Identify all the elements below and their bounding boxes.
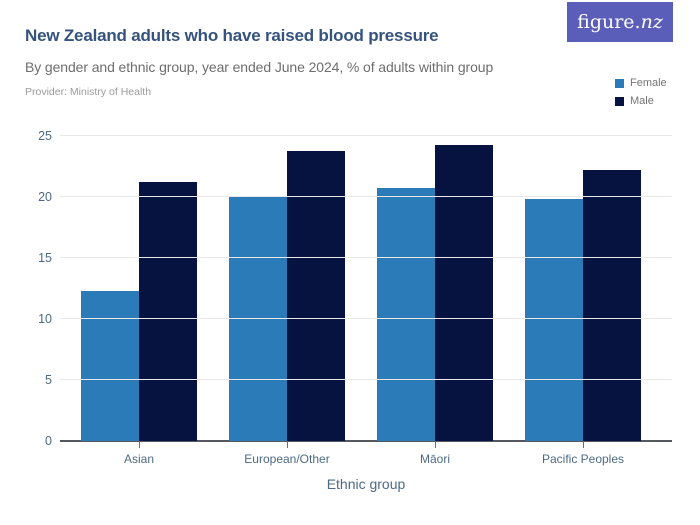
x-tick-mark-2 [435, 441, 436, 448]
bar-male-3 [583, 170, 641, 441]
legend-item-female: Female [615, 77, 667, 89]
gridline-y-20 [60, 196, 672, 197]
page-title: New Zealand adults who have raised blood… [25, 26, 439, 45]
legend-label-female: Female [630, 77, 667, 89]
bar-groups [65, 136, 657, 441]
bar-male-1 [287, 150, 345, 441]
y-tick-label-10: 10 [38, 312, 52, 326]
y-axis: 0 5 10 15 20 25 [0, 129, 52, 448]
bar-female-2 [377, 188, 435, 441]
gridline-y-5 [60, 379, 672, 380]
bar-group-1 [213, 136, 361, 441]
x-axis-line [60, 440, 672, 442]
gridline-y-15 [60, 257, 672, 258]
x-tick-label-1: European/Other [213, 441, 361, 466]
x-tick-label-3: Pacific Peoples [509, 441, 657, 466]
x-axis-title: Ethnic group [326, 476, 406, 492]
x-tick-label-0: Asian [65, 441, 213, 466]
legend-swatch-female [615, 78, 624, 88]
bar-male-0 [139, 182, 197, 441]
logo-text-prefix: figure. [577, 11, 641, 33]
x-tick-mark-1 [287, 441, 288, 448]
y-tick-label-5: 5 [45, 373, 52, 387]
logo-text-suffix: nz [640, 11, 663, 33]
bar-male-2 [435, 144, 493, 441]
bar-female-3 [525, 199, 583, 441]
gridline-y-25 [60, 135, 672, 136]
x-tick-label-2: Māori [361, 441, 509, 466]
provider-credit: Provider: Ministry of Health [25, 86, 152, 98]
y-tick-label-15: 15 [38, 251, 52, 265]
bar-group-3 [509, 136, 657, 441]
y-tick-label-25: 25 [38, 129, 52, 143]
y-tick-label-20: 20 [38, 190, 52, 204]
x-tick-mark-3 [583, 441, 584, 448]
bar-group-2 [361, 136, 509, 441]
bar-female-0 [81, 290, 139, 441]
bar-female-1 [229, 197, 287, 441]
y-tick-label-0: 0 [45, 434, 52, 448]
legend-swatch-male [615, 96, 624, 106]
gridline-y-10 [60, 318, 672, 319]
x-axis-labels: Asian European/Other Māori Pacific Peoples [65, 441, 657, 466]
legend-item-male: Male [615, 95, 667, 107]
figure-nz-logo[interactable]: figure. nz [567, 2, 673, 42]
plot-area [60, 135, 672, 442]
chart-subtitle: By gender and ethnic group, year ended J… [25, 59, 494, 75]
bar-group-0 [65, 136, 213, 441]
chart-legend: Female Male [615, 77, 667, 113]
x-tick-mark-0 [139, 441, 140, 448]
legend-label-male: Male [630, 95, 654, 107]
